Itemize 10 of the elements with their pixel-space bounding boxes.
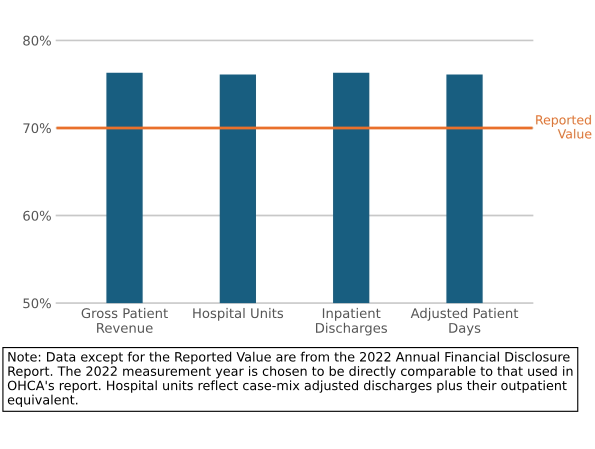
text: Note: Data except for the Reported Value are from the 2022 Annual Financial Disclosure Report. The 2022 measurement year is chosen to be directly comparable to that used in OHCA's report. Hospital units reflect case-mix adjusted discharges plus their outpatient equivalent. [8,352,572,408]
y-tick-label: 70% [23,123,51,134]
x-tick-label: Hospital Units [193,308,284,321]
x-tick-label: Inpatient Discharges [316,308,388,336]
y-tick-label: 80% [23,36,51,46]
ref-line-label: Reported Value [536,114,592,139]
x-tick-label: Gross Patient Revenue [82,308,168,333]
y-tick-label: 60% [23,210,51,221]
x-tick-label: Adjusted Patient Days [410,308,518,336]
y-tick-label: 50% [23,298,51,308]
